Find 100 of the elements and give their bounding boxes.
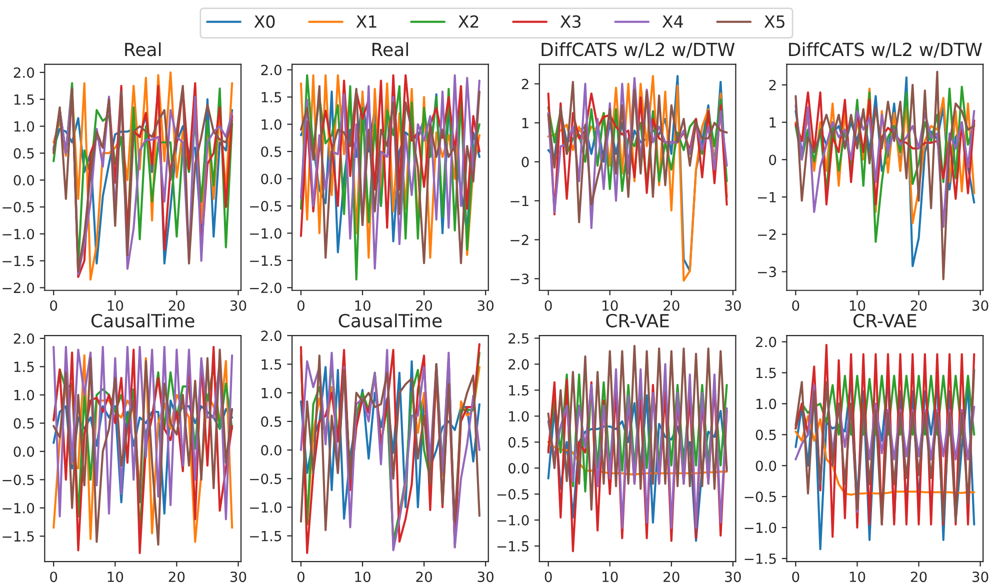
y-tick-label: −2 (510, 234, 528, 245)
y-tick-label: 0.5 (756, 430, 776, 440)
x-tick-label: 0 (792, 572, 800, 582)
x-tick-label: 10 (850, 572, 866, 582)
line-series (547, 441, 728, 476)
chart-title: CR-VAE (606, 314, 669, 328)
y-tick-label: −1.5 (744, 554, 776, 564)
x-tick-label: 10 (602, 572, 618, 582)
y-tick-label: 2 (769, 80, 776, 90)
line-series (794, 344, 976, 538)
x-tick-label: 30 (478, 300, 494, 311)
y-tick-label: 1.5 (509, 385, 528, 396)
y-tick-label: 1.5 (262, 359, 282, 370)
y-tick-label: 0.0 (14, 446, 34, 457)
y-tick-label: 1.5 (262, 92, 282, 102)
x-tick-label: 10 (108, 572, 124, 582)
legend-label: X1 (356, 16, 376, 28)
y-tick-label: 1.0 (262, 119, 282, 130)
y-tick-label: −1.5 (497, 541, 528, 552)
x-tick-label: 30 (230, 572, 246, 582)
y-tick-label: −0.5 (2, 474, 34, 486)
x-tick-label: 0 (50, 572, 58, 582)
y-tick-label: 2 (522, 78, 528, 90)
y-tick-label: −1.0 (497, 515, 529, 526)
x-tick-label: 0 (792, 300, 800, 311)
legend-label: X2 (458, 15, 478, 28)
y-tick-label: −2.0 (2, 282, 34, 294)
y-tick-label: 1.0 (14, 390, 34, 400)
y-tick-label: 1.0 (262, 388, 282, 398)
y-tick-label: −1.0 (250, 228, 282, 239)
y-tick-label: −2 (758, 229, 776, 240)
x-tick-label: 10 (108, 300, 124, 311)
y-tick-label: 2.0 (756, 336, 776, 348)
x-tick-label: 20 (416, 300, 432, 311)
y-tick-label: 1.5 (14, 362, 34, 372)
x-tick-label: 20 (910, 572, 927, 582)
line-series (547, 344, 728, 511)
x-tick-label: 30 (725, 572, 741, 582)
y-tick-label: −0.5 (250, 474, 282, 484)
x-tick-label: 0 (544, 300, 552, 311)
legend-label: X0 (254, 15, 275, 28)
y-tick-label: 0.5 (261, 416, 282, 427)
y-tick-label: 0.0 (261, 444, 282, 456)
y-tick-label: −2.0 (250, 282, 282, 294)
y-tick-label: 1.5 (14, 94, 34, 105)
x-tick-label: 10 (355, 300, 370, 311)
legend-label: X4 (662, 16, 683, 28)
y-tick-label: 2.0 (14, 67, 34, 78)
y-tick-label: 0 (522, 156, 529, 168)
y-tick-label: −1.5 (2, 531, 34, 542)
x-tick-label: 20 (168, 300, 185, 311)
y-tick-label: 0.0 (261, 174, 282, 184)
chart-title: DiffCATS w/L2 w/DTW (542, 42, 735, 58)
x-tick-label: 0 (297, 572, 304, 582)
x-tick-label: 20 (664, 300, 680, 311)
y-tick-label: −1.0 (744, 522, 776, 534)
chart-title: CausalTime (91, 314, 194, 328)
y-tick-label: −0.5 (2, 202, 34, 212)
y-tick-label: 0.5 (261, 146, 282, 157)
y-tick-label: −1.5 (250, 256, 282, 266)
x-tick-label: 10 (602, 300, 618, 311)
x-tick-label: 20 (168, 572, 185, 582)
y-tick-label: 0.5 (508, 437, 528, 448)
x-tick-label: 20 (910, 300, 927, 311)
line-series (794, 384, 976, 514)
y-tick-label: −1 (758, 192, 776, 202)
y-tick-label: 2.0 (261, 64, 282, 76)
x-tick-label: 30 (478, 572, 494, 582)
y-tick-label: 2.0 (14, 333, 34, 344)
y-tick-label: −3 (510, 274, 529, 284)
line-series (794, 415, 976, 496)
x-tick-label: 30 (230, 300, 246, 311)
y-tick-label: −0.5 (497, 489, 528, 500)
y-tick-label: −1.0 (2, 228, 34, 240)
y-tick-label: 0 (769, 154, 776, 166)
line-series (547, 363, 728, 529)
y-tick-label: 2.0 (508, 359, 529, 370)
legend-label: X5 (764, 16, 784, 28)
x-tick-label: 30 (972, 572, 988, 582)
y-tick-label: 0.5 (14, 148, 34, 159)
x-tick-label: 0 (297, 300, 304, 311)
x-tick-label: 20 (664, 572, 680, 582)
x-tick-label: 10 (850, 300, 866, 311)
x-tick-label: 0 (50, 300, 58, 311)
x-tick-label: 30 (725, 300, 741, 311)
y-tick-label: 1.0 (509, 411, 529, 422)
x-tick-label: 20 (416, 572, 432, 582)
x-tick-label: 30 (972, 300, 988, 311)
y-tick-label: −0.5 (744, 492, 776, 502)
y-tick-label: 1.0 (756, 398, 776, 410)
y-tick-label: −1.5 (250, 531, 282, 542)
y-tick-label: −1 (510, 196, 528, 206)
chart-title: Real (372, 42, 408, 56)
y-tick-label: 0.5 (14, 418, 34, 429)
y-tick-label: −1.0 (2, 502, 34, 514)
y-tick-label: 1.0 (14, 121, 34, 132)
y-tick-label: 1.5 (756, 368, 776, 378)
chart-title: CR-VAE (854, 314, 916, 328)
y-tick-label: 0.0 (14, 175, 34, 186)
line-series (794, 91, 976, 206)
